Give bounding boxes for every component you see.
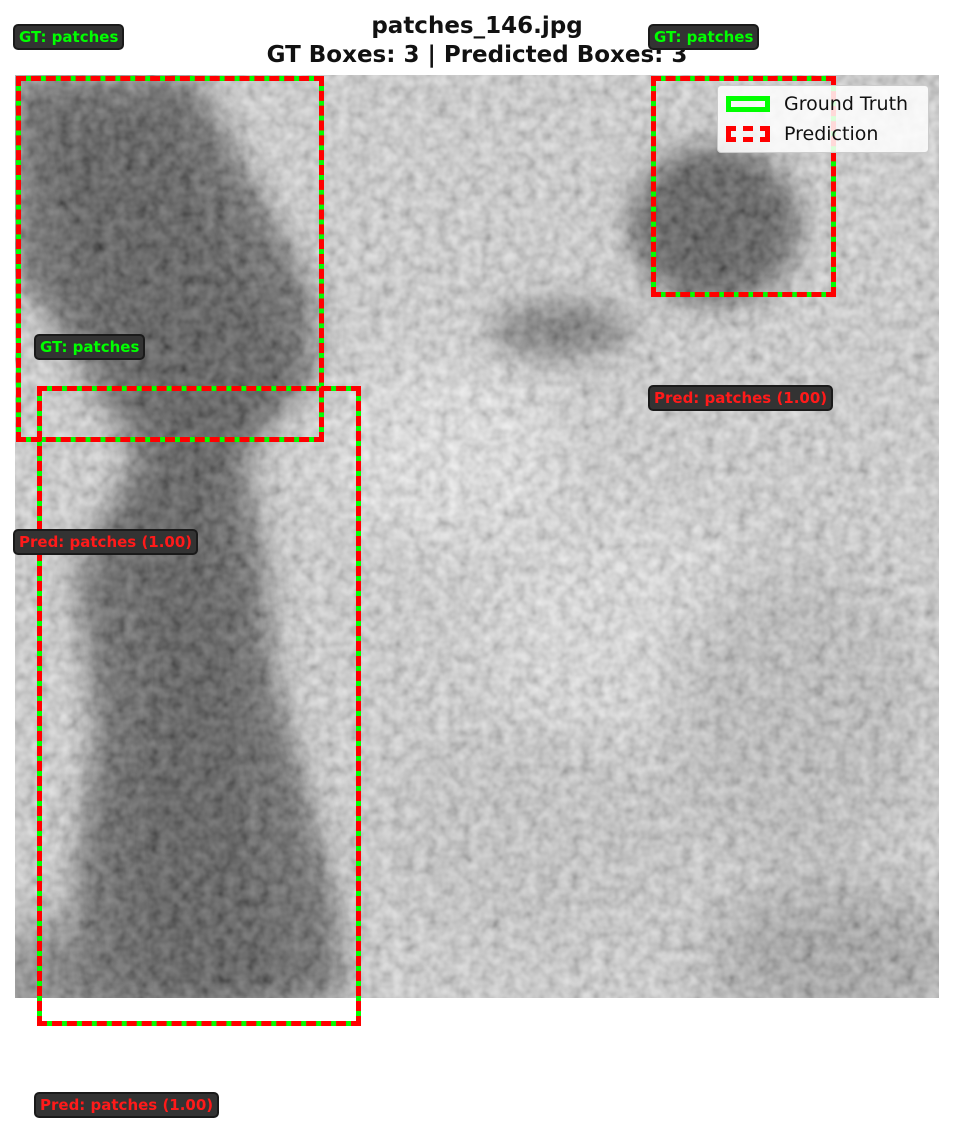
figure-subtitle: GT Boxes: 3 | Predicted Boxes: 3 (266, 42, 688, 68)
grayscale-texture-image (15, 75, 939, 998)
pred-box-3 (37, 386, 361, 1026)
gt-label: GT: patches (34, 334, 146, 360)
legend-item-prediction: Prediction (726, 122, 878, 146)
pred-label: Pred: patches (1.00) (34, 1092, 220, 1118)
dashed-box-icon (726, 126, 770, 142)
solid-box-icon (726, 96, 770, 112)
pred-box-2 (651, 76, 836, 297)
pred-box-1 (16, 76, 324, 442)
pred-label: Pred: patches (1.00) (648, 385, 834, 411)
gt-label: GT: patches (648, 24, 760, 50)
legend-label: Prediction (784, 123, 879, 145)
legend: Ground Truth Prediction (717, 85, 929, 153)
legend-item-ground-truth: Ground Truth (726, 92, 908, 116)
pred-label: Pred: patches (1.00) (13, 529, 199, 555)
gt-label: GT: patches (13, 24, 125, 50)
legend-label: Ground Truth (784, 93, 909, 115)
figure-title: patches_146.jpg (371, 13, 583, 39)
